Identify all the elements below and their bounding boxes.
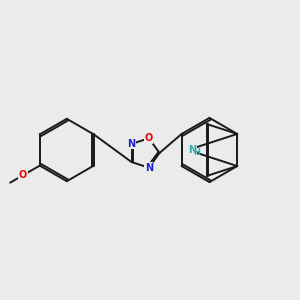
Text: O: O <box>19 170 27 180</box>
Text: O: O <box>145 133 153 143</box>
Text: N: N <box>128 139 136 149</box>
Text: N: N <box>188 145 196 155</box>
Text: H: H <box>193 148 200 158</box>
Text: N: N <box>145 163 153 173</box>
